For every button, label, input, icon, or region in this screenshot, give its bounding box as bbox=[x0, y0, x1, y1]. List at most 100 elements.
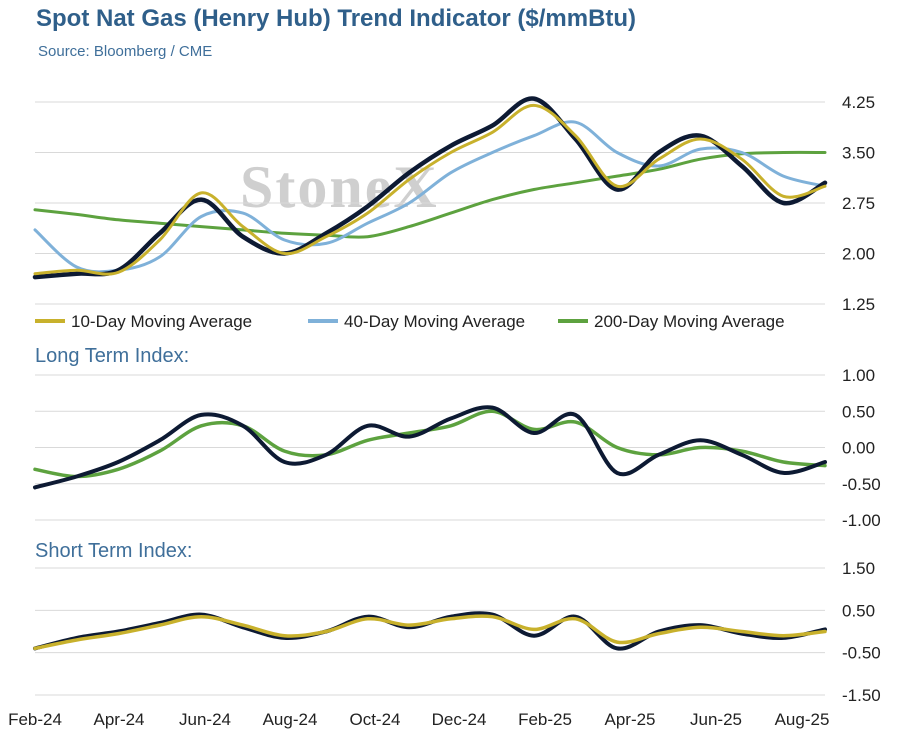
data-point bbox=[491, 124, 494, 127]
panel-3: 1.50 0.50 -0.50 -1.50 Short Term Index: bbox=[33, 540, 881, 705]
data-point bbox=[158, 624, 161, 626]
series-line bbox=[33, 103, 827, 276]
data-point bbox=[741, 165, 743, 167]
data-point bbox=[491, 406, 494, 409]
data-point bbox=[533, 428, 535, 431]
data-point bbox=[408, 171, 411, 174]
data-point bbox=[616, 185, 618, 187]
x-tick-label: Oct-24 bbox=[349, 710, 400, 729]
data-point bbox=[158, 222, 161, 224]
data-point bbox=[782, 195, 785, 198]
data-point bbox=[242, 235, 244, 238]
data-point bbox=[242, 229, 244, 231]
data-point bbox=[824, 185, 826, 187]
data-point bbox=[242, 624, 244, 626]
data-point bbox=[574, 121, 577, 123]
legend-label: 10-Day Moving Average bbox=[71, 312, 252, 331]
data-point bbox=[657, 454, 660, 456]
data-point bbox=[616, 446, 618, 449]
data-point bbox=[533, 104, 535, 107]
x-tick-label: Jun-25 bbox=[690, 710, 742, 729]
data-point bbox=[741, 630, 743, 633]
data-point bbox=[366, 205, 369, 208]
data-point bbox=[824, 151, 826, 154]
data-point bbox=[699, 439, 702, 442]
data-point bbox=[366, 618, 369, 620]
data-point bbox=[325, 232, 327, 235]
data-point bbox=[450, 171, 452, 174]
data-point bbox=[283, 461, 286, 463]
data-point bbox=[34, 272, 36, 275]
data-point bbox=[366, 439, 369, 442]
data-point bbox=[242, 425, 244, 427]
data-point bbox=[408, 178, 411, 181]
data-point bbox=[657, 168, 660, 171]
data-point bbox=[824, 464, 826, 467]
data-point bbox=[158, 232, 161, 235]
data-point bbox=[366, 425, 369, 427]
data-point bbox=[657, 632, 660, 635]
data-point bbox=[574, 618, 577, 620]
data-point bbox=[533, 634, 535, 637]
y-tick-label: 0.00 bbox=[842, 439, 875, 458]
data-point bbox=[408, 624, 411, 626]
data-point bbox=[283, 637, 286, 639]
data-point bbox=[200, 215, 203, 218]
y-tick-label: -0.50 bbox=[842, 475, 881, 494]
data-point bbox=[34, 468, 36, 471]
x-tick-label: Aug-24 bbox=[263, 710, 318, 729]
data-point bbox=[158, 439, 161, 442]
data-point bbox=[824, 630, 826, 633]
data-point bbox=[533, 188, 535, 191]
data-point bbox=[533, 432, 535, 434]
data-point bbox=[699, 624, 702, 626]
series-line bbox=[33, 405, 827, 490]
y-tick-label: 2.00 bbox=[842, 245, 875, 264]
data-point bbox=[616, 151, 618, 154]
data-point bbox=[75, 272, 78, 275]
data-point bbox=[782, 472, 785, 474]
data-point bbox=[158, 450, 161, 452]
data-point bbox=[200, 615, 203, 618]
data-point bbox=[491, 198, 494, 201]
panel-title: Long Term Index: bbox=[35, 345, 189, 367]
x-tick-label: Jun-24 bbox=[179, 710, 231, 729]
data-point bbox=[75, 639, 78, 641]
y-tick-label: -1.00 bbox=[842, 511, 881, 530]
data-point bbox=[158, 256, 161, 258]
data-point bbox=[34, 208, 36, 211]
data-point bbox=[616, 647, 618, 650]
data-point bbox=[366, 235, 369, 238]
data-point bbox=[491, 615, 494, 618]
y-tick-label: 3.50 bbox=[842, 144, 875, 163]
y-tick-label: -0.50 bbox=[842, 644, 881, 663]
y-tick-label: 2.75 bbox=[842, 194, 875, 213]
data-point bbox=[699, 148, 702, 150]
panel-1: 4.25 3.50 2.75 2.00 1.25 bbox=[32, 93, 875, 314]
data-point bbox=[533, 134, 535, 137]
data-point bbox=[616, 472, 618, 474]
y-tick-label: -1.50 bbox=[842, 686, 881, 705]
data-point bbox=[699, 138, 702, 140]
x-tick-label: Apr-24 bbox=[93, 710, 144, 729]
data-point bbox=[616, 188, 618, 191]
data-point bbox=[408, 435, 411, 438]
y-tick-label: 4.25 bbox=[842, 93, 875, 112]
x-tick-label: Feb-25 bbox=[518, 710, 572, 729]
y-tick-label: 0.50 bbox=[842, 402, 875, 421]
data-point bbox=[782, 637, 785, 639]
data-point bbox=[366, 222, 369, 224]
data-point bbox=[34, 229, 36, 231]
data-point bbox=[782, 634, 785, 637]
legend-item: 200-Day Moving Average bbox=[558, 312, 785, 331]
data-point bbox=[117, 461, 119, 463]
data-point bbox=[408, 626, 411, 629]
data-point bbox=[782, 461, 785, 463]
data-point bbox=[75, 266, 78, 268]
legend-item: 10-Day Moving Average bbox=[35, 312, 252, 331]
data-point bbox=[200, 198, 203, 201]
data-point bbox=[158, 239, 161, 241]
data-point bbox=[450, 145, 452, 147]
series-line bbox=[33, 614, 827, 651]
data-point bbox=[200, 425, 203, 427]
